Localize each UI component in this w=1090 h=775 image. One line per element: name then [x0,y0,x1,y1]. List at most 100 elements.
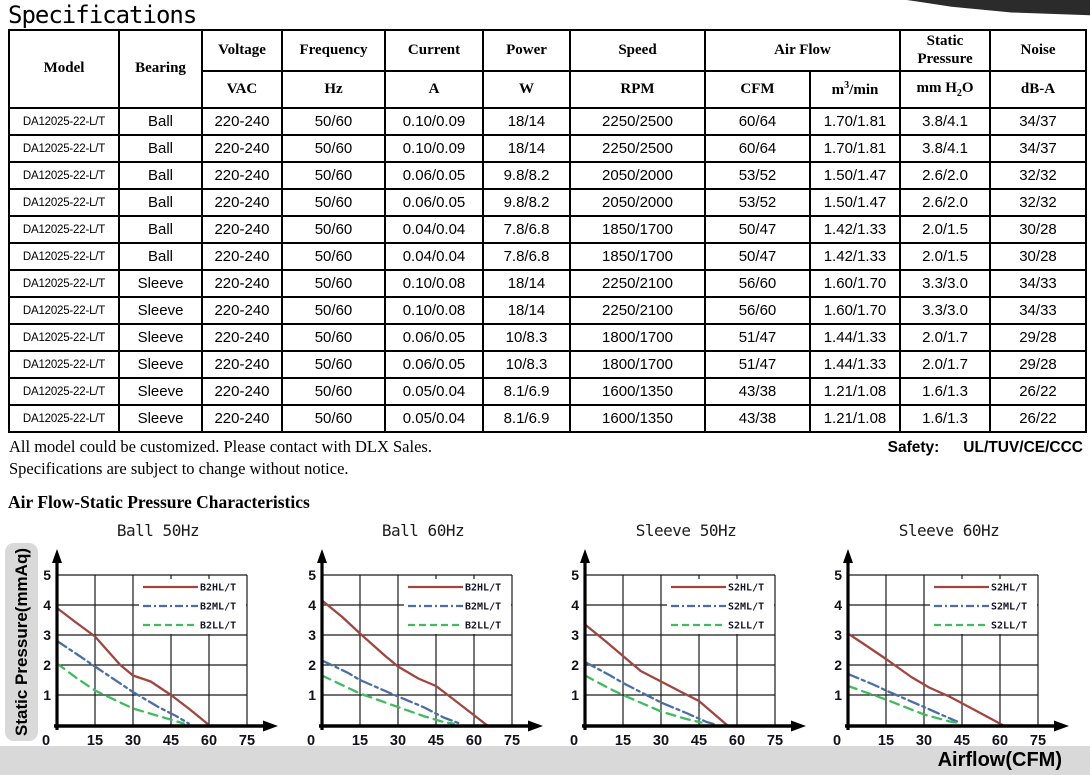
table-cell: 1.42/1.33 [809,242,901,271]
table-cell: 3.8/4.1 [899,134,991,163]
table-cell: 220-240 [201,269,283,298]
series-curve [846,632,1004,727]
y-axis-arrow [843,549,853,563]
y-tick-label: 3 [43,627,51,643]
note-subject-to-change: Specifications are subject to change wit… [9,459,349,478]
table-cell: 220-240 [201,107,283,136]
table-cell: 50/60 [281,296,386,325]
table-cell: 2.6/2.0 [899,188,991,217]
x-tick-label: 45 [691,733,707,749]
table-cell: 1.50/1.47 [809,161,901,190]
table-cell: 10/8.3 [482,323,571,352]
table-cell: DA12025-22-L/T [8,188,120,217]
table-cell: 2.6/2.0 [899,161,991,190]
y-tick-label: 1 [43,687,51,703]
x-tick-label: 15 [878,733,894,749]
table-cell: DA12025-22-L/T [8,404,120,433]
legend-label: B2ML/T [200,602,236,613]
x-tick-label: 0 [570,733,578,749]
table-cell: 1800/1700 [569,350,706,379]
table-cell: 0.10/0.08 [384,269,484,298]
col-header-speed: Speed [569,29,706,72]
series-curve [55,662,185,725]
table-cell: 2.0/1.7 [899,350,991,379]
x-tick-label: 45 [428,733,444,749]
table-cell: 1.50/1.47 [809,188,901,217]
x-tick-label: 30 [390,733,406,749]
legend-label: B2HL/T [200,583,236,594]
table-cell: 60/64 [704,107,811,136]
table-cell: 50/60 [281,188,386,217]
table-cell: 56/60 [704,296,811,325]
table-cell: 18/14 [482,269,571,298]
legend-label: B2LL/T [200,621,236,632]
table-cell: 32/32 [989,188,1087,217]
table-cell: 50/60 [281,323,386,352]
x-tick-label: 0 [833,733,841,749]
table-cell: 50/60 [281,215,386,244]
fan-photo-corner [906,0,1090,16]
table-cell: DA12025-22-L/T [8,269,120,298]
table-cell: 53/52 [704,188,811,217]
legend-label: B2ML/T [465,602,501,613]
x-tick-label: 45 [163,733,179,749]
legend-label: S2LL/T [728,621,764,632]
y-tick-label: 3 [571,627,579,643]
chart-sleeve-50hz: Sleeve 50Hz S2HL/T S2ML/T S2LL/T 1 2 3 4 5 0 15 30… [555,521,817,765]
table-row: DA12025-22-L/T Ball 220-240 50/60 0.10/0.09 1… [8,107,1087,136]
table-row: DA12025-22-L/T Sleeve 220-240 50/60 0.06/0.0… [8,350,1087,379]
table-cell: 7.8/6.8 [482,215,571,244]
table-cell: 1850/1700 [569,242,706,271]
table-cell: 50/60 [281,161,386,190]
table-cell: 34/33 [989,269,1087,298]
table-cell: 29/28 [989,323,1087,352]
table-cell: 34/33 [989,296,1087,325]
table-cell: 53/52 [704,161,811,190]
x-axis-arrow [528,720,543,732]
y-axis-arrow [317,549,327,563]
x-tick-label: 0 [307,733,315,749]
table-cell: 56/60 [704,269,811,298]
series-curve [846,684,959,724]
unit-dba: dB-A [989,70,1087,109]
y-tick-label: 2 [834,657,842,673]
x-tick-label: 75 [1030,733,1046,749]
x-tick-label: 30 [125,733,141,749]
table-cell: 50/60 [281,377,386,406]
x-axis-label: Airflow(CFM) [937,749,1062,771]
unit-rpm: RPM [569,70,706,109]
x-axis-label-bar: Airflow(CFM) [0,746,1090,775]
table-cell: 32/32 [989,161,1087,190]
section-title-characteristics: Air Flow-Static Pressure Characteristics [8,492,310,512]
chart-title: Sleeve 50Hz [635,521,737,540]
table-cell: 220-240 [201,161,283,190]
table-cell: DA12025-22-L/T [8,323,120,352]
table-cell: 3.8/4.1 [899,107,991,136]
y-tick-label: 3 [308,627,316,643]
chart-sleeve-60hz: Sleeve 60Hz S2HL/T S2ML/T S2LL/T 1 2 3 4 5 0 15 30… [818,521,1080,765]
table-row: DA12025-22-L/T Ball 220-240 50/60 0.04/0.04 7… [8,215,1087,244]
legend-label: B2LL/T [465,621,501,632]
table-cell: 18/14 [482,107,571,136]
y-tick-label: 1 [834,687,842,703]
table-cell: Sleeve [118,350,203,379]
y-tick-label: 2 [43,657,51,673]
table-cell: 3.3/3.0 [899,296,991,325]
y-tick-label: 5 [571,567,579,583]
table-cell: 0.10/0.09 [384,134,484,163]
table-cell: 34/37 [989,134,1087,163]
table-row: DA12025-22-L/T Sleeve 220-240 50/60 0.10/0.0… [8,296,1087,325]
table-cell: 1.44/1.33 [809,323,901,352]
table-cell: 220-240 [201,242,283,271]
table-cell: 2050/2000 [569,161,706,190]
spec-table-header: Model Bearing Voltage Frequency Current … [8,29,1087,109]
table-cell: 50/60 [281,269,386,298]
y-tick-label: 2 [571,657,579,673]
chart-title: Sleeve 60Hz [898,521,1000,540]
safety-certifications: Safety: UL/TUV/CE/CCC [888,439,1083,457]
table-row: DA12025-22-L/T Ball 220-240 50/60 0.10/0.09 1… [8,134,1087,163]
table-cell: 0.10/0.08 [384,296,484,325]
series-curve [55,639,190,725]
x-tick-label: 30 [916,733,932,749]
